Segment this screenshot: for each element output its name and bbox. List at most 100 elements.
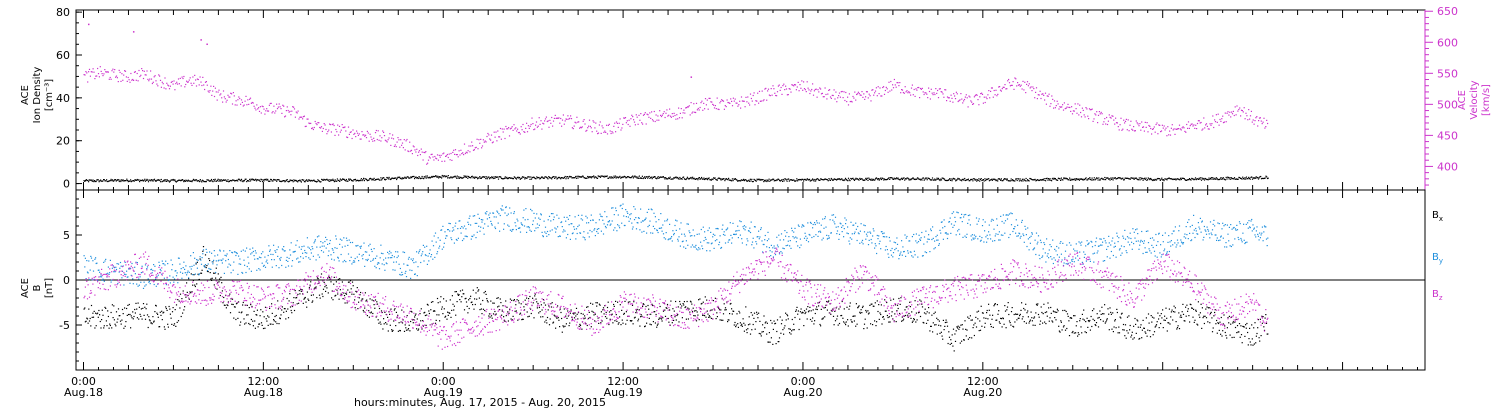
by-point xyxy=(214,250,215,251)
bx-point xyxy=(382,328,383,329)
bx-point xyxy=(595,314,596,315)
density-point xyxy=(871,179,872,180)
density-point xyxy=(1255,178,1256,179)
velocity-point xyxy=(1163,128,1164,129)
bx-point xyxy=(324,282,325,283)
bx-point xyxy=(183,309,184,310)
bx-point xyxy=(446,319,447,320)
bx-point xyxy=(1128,332,1129,333)
bx-point xyxy=(616,321,617,322)
velocity-point xyxy=(777,91,778,92)
velocity-point xyxy=(1244,107,1245,108)
bx-point xyxy=(301,291,302,292)
bx-point xyxy=(517,320,518,321)
bx-point xyxy=(1203,317,1204,318)
velocity-point xyxy=(366,137,367,138)
bx-point xyxy=(277,300,278,301)
bx-point xyxy=(1085,331,1086,332)
density-point xyxy=(1251,176,1252,177)
density-point xyxy=(486,176,487,177)
velocity-point xyxy=(781,87,782,88)
velocity-point xyxy=(1219,125,1220,126)
density-point xyxy=(682,179,683,180)
velocity-point xyxy=(416,149,417,150)
bx-point xyxy=(1256,333,1257,334)
velocity-point xyxy=(209,92,210,93)
by-point xyxy=(139,285,140,286)
bx-point xyxy=(129,304,130,305)
velocity-point xyxy=(985,102,986,103)
bx-point xyxy=(289,300,290,301)
velocity-point xyxy=(621,127,622,128)
velocity-tick-label: 500 xyxy=(1437,98,1458,111)
bx-point xyxy=(358,302,359,303)
bx-point xyxy=(1030,320,1031,321)
bx-point xyxy=(296,297,297,298)
bx-point xyxy=(673,320,674,321)
velocity-point xyxy=(244,105,245,106)
velocity-point xyxy=(1125,121,1126,122)
bx-point xyxy=(469,298,470,299)
velocity-point xyxy=(811,89,812,90)
by-point xyxy=(192,274,193,275)
bx-point xyxy=(776,331,777,332)
bx-point xyxy=(1168,322,1169,323)
velocity-point xyxy=(304,116,305,117)
bx-point xyxy=(915,300,916,301)
velocity-point xyxy=(861,95,862,96)
bx-point xyxy=(890,300,891,301)
bx-point xyxy=(1153,334,1154,335)
density-point xyxy=(784,180,785,181)
by-point xyxy=(195,274,196,275)
bx-point xyxy=(266,321,267,322)
density-point xyxy=(92,181,93,182)
bx-point xyxy=(939,321,940,322)
velocity-point xyxy=(156,84,157,85)
velocity-point xyxy=(370,134,371,135)
density-point xyxy=(583,176,584,177)
bx-point xyxy=(617,302,618,303)
velocity-point xyxy=(1187,128,1188,129)
bx-point xyxy=(856,303,857,304)
bx-point xyxy=(960,325,961,326)
velocity-point xyxy=(515,127,516,128)
bx-point xyxy=(413,322,414,323)
bx-point xyxy=(511,300,512,301)
bx-point xyxy=(1042,323,1043,324)
velocity-point xyxy=(1106,117,1107,118)
bx-point xyxy=(245,322,246,323)
bx-point xyxy=(283,312,284,313)
velocity-point xyxy=(1174,134,1175,135)
bx-point xyxy=(647,314,648,315)
density-point xyxy=(401,178,402,179)
by-point xyxy=(125,274,126,275)
bx-point xyxy=(751,329,752,330)
bx-point xyxy=(763,315,764,316)
bx-point xyxy=(1110,312,1111,313)
bx-point xyxy=(803,325,804,326)
velocity-point xyxy=(691,113,692,114)
velocity-point xyxy=(1061,106,1062,107)
velocity-point xyxy=(576,117,577,118)
bx-point xyxy=(737,323,738,324)
bx-point xyxy=(792,319,793,320)
bx-point xyxy=(97,313,98,314)
density-point xyxy=(237,180,238,181)
density-point xyxy=(255,179,256,180)
bx-point xyxy=(511,318,512,319)
density-point xyxy=(889,179,890,180)
bx-point xyxy=(602,309,603,310)
velocity-point xyxy=(421,149,422,150)
bx-point xyxy=(812,317,813,318)
velocity-point xyxy=(842,91,843,92)
density-point xyxy=(1105,179,1106,180)
velocity-point xyxy=(592,131,593,132)
bx-point xyxy=(244,323,245,324)
bx-point xyxy=(697,311,698,312)
bx-point xyxy=(161,311,162,312)
velocity-point xyxy=(689,105,690,106)
density-point xyxy=(345,180,346,181)
density-point xyxy=(703,178,704,179)
bx-point xyxy=(1002,326,1003,327)
density-point xyxy=(1019,180,1020,181)
